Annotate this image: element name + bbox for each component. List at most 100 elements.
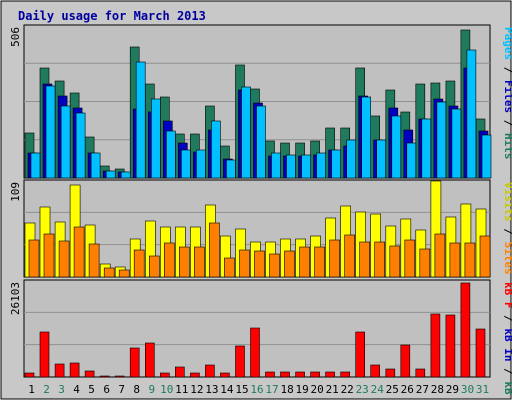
- bar-sites: [314, 246, 325, 278]
- bar-kb-f: [190, 372, 200, 378]
- series-axis-label-part: Pages: [502, 27, 512, 60]
- x-tick-label: 8: [133, 383, 140, 396]
- bar-sites: [479, 235, 491, 278]
- bar-sites: [73, 226, 85, 278]
- series-axis-label-part: /: [502, 309, 512, 329]
- series-axis-label: kB F / kB In / kB Out: [502, 282, 512, 400]
- bar-sites: [88, 243, 100, 278]
- series-axis-label-part: kB F: [502, 282, 512, 309]
- bar-sites: [284, 250, 295, 278]
- y-max-label: 109: [9, 182, 22, 202]
- bar-pages: [30, 152, 41, 179]
- bar-kb-f: [445, 314, 456, 378]
- bar-kb-f: [475, 328, 486, 378]
- x-tick-label: 29: [446, 383, 459, 396]
- bar-kb-f: [415, 368, 426, 378]
- x-tick-label: 12: [190, 383, 203, 396]
- x-tick-label: 17: [265, 383, 278, 396]
- x-tick-label: 6: [103, 383, 110, 396]
- bar-kb-f: [129, 347, 140, 378]
- bar-pages: [241, 86, 251, 179]
- bar-sites: [389, 245, 401, 278]
- bar-sites: [239, 249, 250, 278]
- bar-kb-f: [370, 364, 381, 378]
- bar-sites: [209, 222, 220, 278]
- bar-kb-f: [295, 371, 305, 378]
- bar-pages: [181, 149, 191, 179]
- bar-kb-f: [24, 372, 35, 378]
- bar-kb-f: [99, 375, 110, 378]
- x-tick-label: 1: [28, 383, 35, 396]
- bar-pages: [75, 112, 86, 179]
- bar-sites: [224, 257, 235, 278]
- bar-kb-f: [235, 345, 245, 378]
- bar-kb-f: [205, 364, 215, 378]
- bar-sites: [419, 248, 431, 278]
- x-tick-label: 11: [175, 383, 188, 396]
- x-tick-label: 7: [118, 383, 125, 396]
- series-axis-label-part: /: [502, 362, 512, 382]
- x-tick-label: 16: [250, 383, 263, 396]
- bar-sites: [194, 246, 205, 278]
- x-tick-label: 22: [341, 383, 354, 396]
- bar-pages: [60, 105, 71, 179]
- bar-sites: [58, 240, 70, 278]
- bar-sites: [43, 233, 55, 278]
- bar-sites: [359, 241, 371, 278]
- x-tick-label: 4: [73, 383, 80, 396]
- x-tick-label: 20: [310, 383, 323, 396]
- bar-sites: [464, 242, 476, 278]
- x-tick-label: 13: [205, 383, 218, 396]
- bar-sites: [164, 242, 175, 278]
- x-tick-label: 5: [88, 383, 95, 396]
- bar-sites: [149, 255, 160, 278]
- y-max-label: 506: [9, 27, 22, 47]
- x-tick-label: 27: [416, 383, 429, 396]
- bar-pages: [451, 108, 462, 179]
- x-tick-label: 9: [148, 383, 155, 396]
- bar-kb-f: [400, 344, 411, 378]
- bar-sites: [434, 233, 446, 278]
- bar-kb-f: [54, 363, 65, 378]
- bar-pages: [331, 149, 341, 179]
- bar-sites: [179, 246, 190, 278]
- x-tick-label: 3: [58, 383, 65, 396]
- bar-pages: [286, 154, 296, 179]
- bar-pages: [406, 142, 417, 179]
- bar-sites: [28, 239, 40, 278]
- series-axis-label-part: /: [502, 222, 512, 242]
- panel-hits-files-pages: 506 Pages / Files / Hits: [9, 24, 512, 179]
- series-axis-label-part: Visits: [502, 182, 512, 222]
- x-tick-label: 26: [401, 383, 414, 396]
- bar-pages: [211, 120, 221, 179]
- chart-title: Daily usage for March 2013: [18, 9, 206, 23]
- bar-kb-f: [385, 368, 396, 378]
- series-axis-label-part: kB Out: [502, 381, 512, 400]
- series-axis-label-part: Sites: [502, 242, 512, 275]
- bar-kb-f: [355, 331, 366, 378]
- bar-kb-f: [340, 371, 351, 378]
- bar-pages: [151, 98, 161, 179]
- bar-sites: [133, 249, 145, 278]
- series-axis-label-part: Files: [502, 80, 512, 113]
- series-axis-label-part: /: [502, 60, 512, 80]
- bar-kb-f: [250, 327, 260, 378]
- bar-sites: [254, 250, 265, 278]
- panel-visits-sites: 109 Visits / Sites: [9, 179, 512, 278]
- bar-sites: [269, 253, 280, 278]
- x-tick-label: 18: [280, 383, 293, 396]
- bar-pages: [376, 139, 387, 179]
- bar-kb-f: [145, 342, 155, 378]
- bar-sites: [449, 242, 461, 278]
- bar-pages: [481, 134, 492, 179]
- bar-kb-f: [325, 371, 335, 378]
- x-tick-label: 15: [235, 383, 248, 396]
- bar-kb-f: [430, 313, 441, 378]
- bar-sites: [118, 269, 130, 278]
- bar-sites: [404, 239, 416, 278]
- bar-kb-f: [220, 372, 230, 378]
- x-tick-label: 30: [461, 383, 474, 396]
- x-axis-labels: 1 2 3 4 5 6 7 8 9 10 11 12 13 14 15 16 17 18 19 20 21 22 23 24 2…: [28, 383, 489, 396]
